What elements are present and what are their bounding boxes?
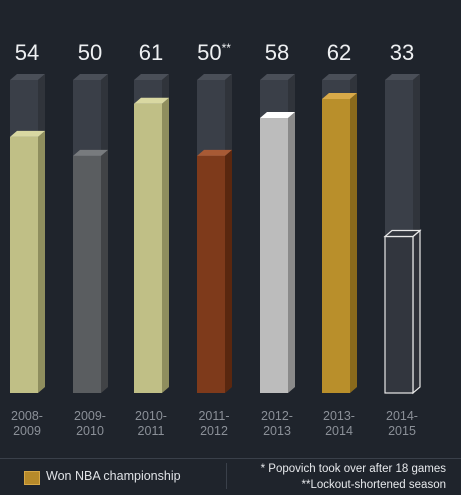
bar xyxy=(10,136,38,393)
bar xyxy=(134,103,162,393)
value-label: 54 xyxy=(15,40,39,65)
value-label: 50** xyxy=(197,40,231,65)
value-label: 61 xyxy=(139,40,163,65)
bar-side xyxy=(412,229,421,395)
bar-top xyxy=(322,92,357,99)
value-label: 62 xyxy=(327,40,351,65)
championship-legend-label: Won NBA championship xyxy=(46,469,181,483)
bar xyxy=(322,98,350,393)
bar-side xyxy=(38,130,45,393)
empty-column-top xyxy=(322,74,357,80)
category-label: 2013-2014 xyxy=(323,409,355,438)
value-label: 50 xyxy=(78,40,102,65)
category-label: 2008-2009 xyxy=(11,409,43,438)
bar xyxy=(197,155,225,393)
empty-column-top xyxy=(134,74,169,80)
empty-column-top xyxy=(385,74,420,80)
footnote-lockout: **Lockout-shortened season xyxy=(301,479,447,491)
empty-column-top xyxy=(73,74,108,80)
bar xyxy=(73,155,101,393)
empty-column-top xyxy=(197,74,232,80)
legend-divider xyxy=(226,463,227,489)
empty-column-top xyxy=(10,74,45,80)
bar-top xyxy=(260,111,295,118)
bar-side xyxy=(225,149,232,393)
footnote-popovich: * Popovich took over after 18 games xyxy=(260,463,446,475)
bar xyxy=(260,117,288,393)
bar-top xyxy=(134,97,169,104)
legend: Won NBA championship * Popovich took ove… xyxy=(0,458,461,495)
empty-column-top xyxy=(260,74,295,80)
championship-swatch xyxy=(24,471,40,485)
bar-top xyxy=(10,130,45,137)
category-label: 2011-2012 xyxy=(198,409,229,438)
bar-top xyxy=(73,149,108,156)
bar-side xyxy=(350,92,357,393)
category-label: 2009-2010 xyxy=(74,409,106,438)
bar-side xyxy=(162,97,169,393)
value-label: 58 xyxy=(265,40,289,65)
bar-top xyxy=(383,229,422,238)
category-label: 2012-2013 xyxy=(261,409,293,438)
value-label: 33 xyxy=(390,40,414,65)
category-label: 2010-2011 xyxy=(135,409,167,438)
category-label: 2014-2015 xyxy=(386,409,418,438)
bar-side xyxy=(101,149,108,393)
bar-side xyxy=(288,111,295,393)
bar-top xyxy=(197,149,232,156)
bar xyxy=(384,235,414,394)
